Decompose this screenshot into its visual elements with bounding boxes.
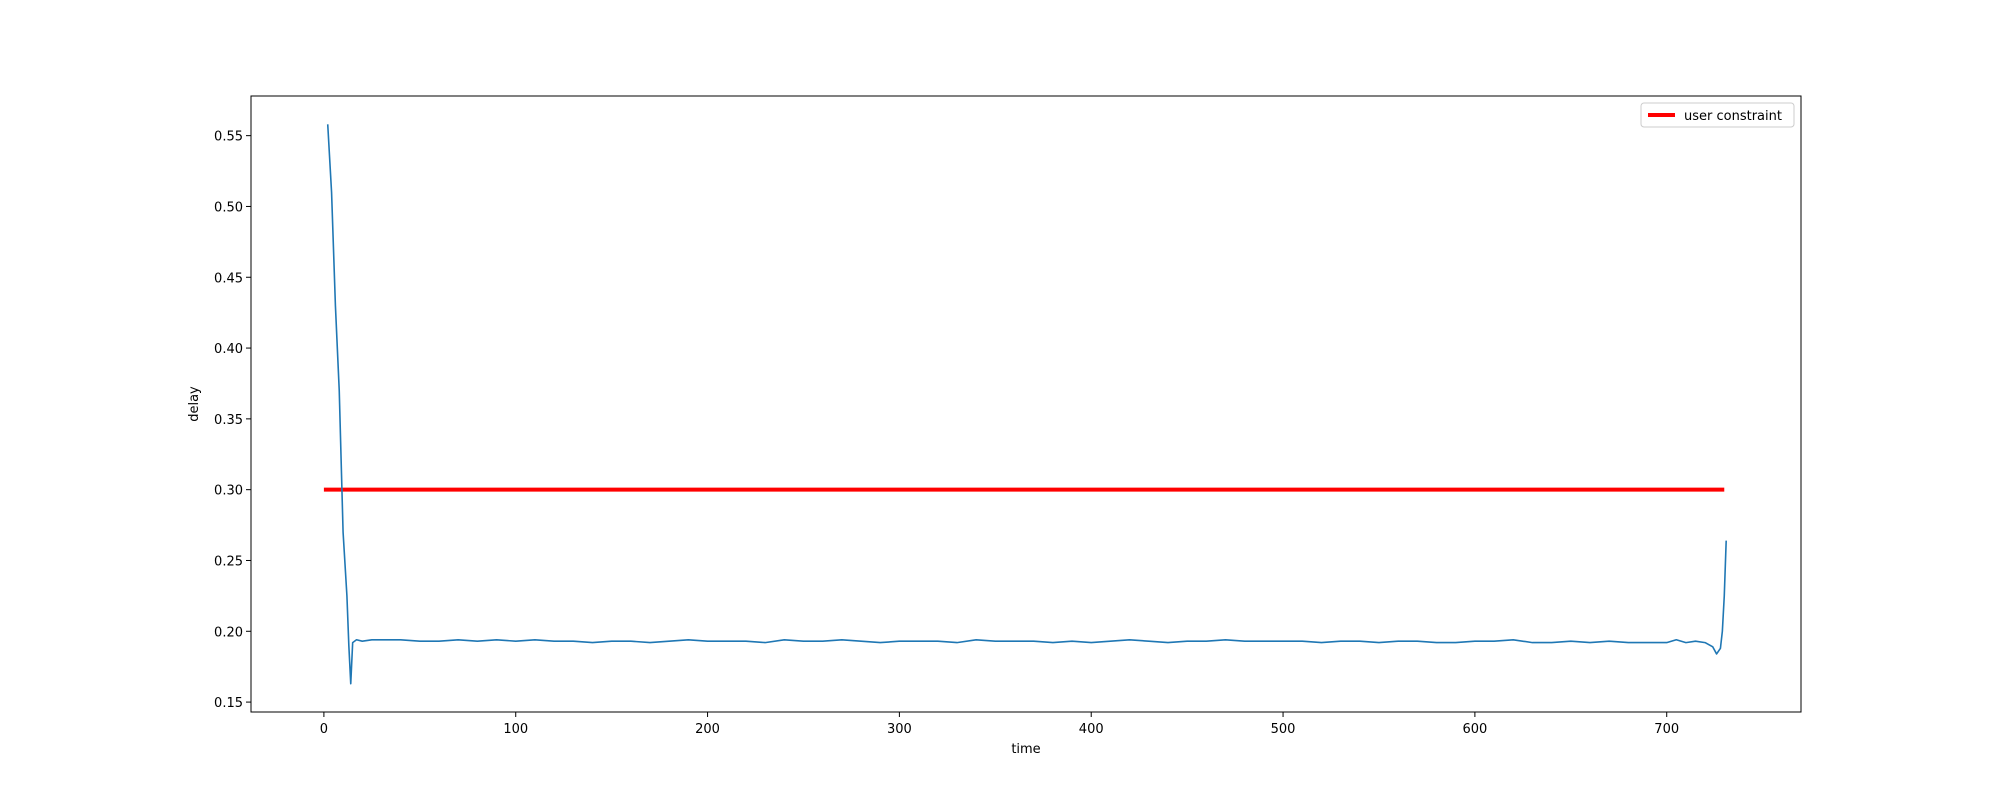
y-tick-label: 0.40	[214, 342, 243, 357]
y-tick-label: 0.50	[214, 200, 243, 215]
y-tick-label: 0.35	[214, 413, 243, 428]
x-tick-label: 200	[695, 722, 720, 737]
plot-area	[323, 124, 1727, 685]
legend-box	[1640, 102, 1795, 128]
legend: user constraint	[1640, 102, 1795, 128]
x-axis: 0 100 200 300 400 500 600 700	[320, 712, 1679, 737]
y-axis: 0.15 0.20 0.25 0.30 0.35 0.40 0.45 0.50 0.55	[214, 130, 251, 711]
x-tick-label: 400	[1079, 722, 1104, 737]
x-tick-label: 700	[1654, 722, 1679, 737]
x-axis-label: time	[1011, 742, 1040, 757]
legend-label-user-constraint: user constraint	[1684, 109, 1782, 124]
series-line-delay	[326, 124, 1727, 685]
y-tick-label: 0.15	[214, 696, 243, 711]
y-tick-label: 0.20	[214, 625, 243, 640]
x-tick-label: 100	[503, 722, 528, 737]
y-tick-label: 0.45	[214, 271, 243, 286]
y-tick-label: 0.55	[214, 130, 243, 145]
x-tick-label: 300	[887, 722, 912, 737]
x-tick-label: 600	[1462, 722, 1487, 737]
y-axis-label: delay	[187, 386, 202, 422]
plot-frame	[250, 95, 1802, 713]
y-tick-label: 0.25	[214, 554, 243, 569]
x-tick-label: 0	[320, 722, 328, 737]
y-tick-label: 0.30	[214, 484, 243, 499]
x-tick-label: 500	[1271, 722, 1296, 737]
